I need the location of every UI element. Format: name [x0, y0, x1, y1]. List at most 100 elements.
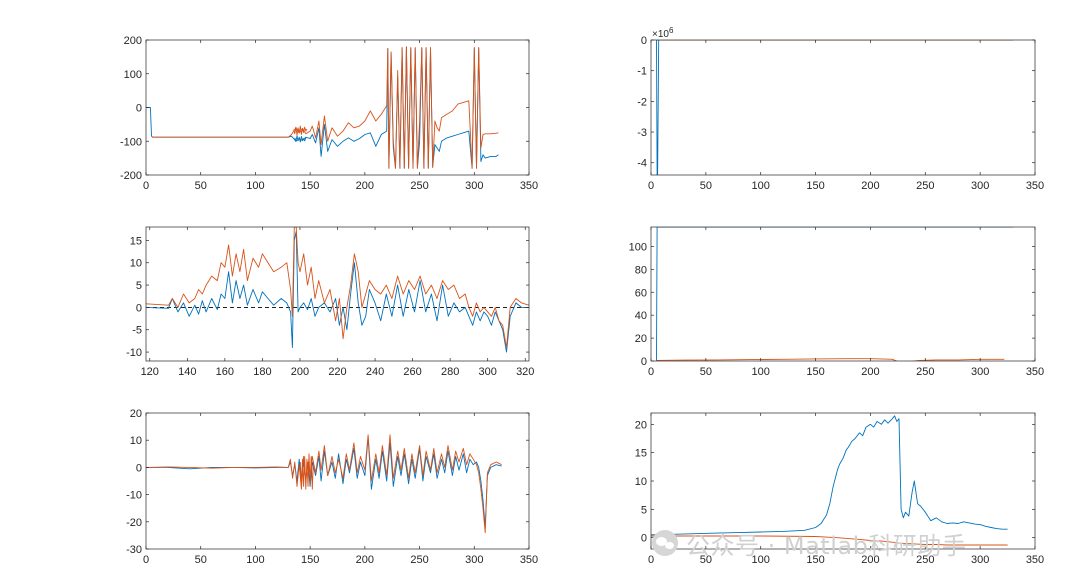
x-tick-label: 0	[648, 554, 654, 566]
x-tick-label: 300	[971, 554, 989, 566]
plot-area	[651, 413, 1035, 549]
y-tick-label: 0	[641, 35, 647, 47]
series-line-2	[146, 434, 502, 534]
series-group	[146, 434, 502, 534]
y-tick-label: -1	[637, 66, 647, 78]
series-line-3	[146, 227, 529, 349]
y-tick-label: 200	[124, 35, 142, 47]
x-tick-label: 150	[806, 554, 824, 566]
y-tick-label: 10	[635, 476, 647, 488]
y-tick-label: 15	[130, 235, 142, 247]
y-tick-label: 20	[130, 408, 142, 420]
x-tick-label: 120	[141, 366, 159, 378]
y-tick-label: -2	[637, 96, 647, 108]
series-group	[656, 40, 1014, 175]
x-tick-label: 100	[246, 180, 264, 192]
x-tick-label: 150	[301, 180, 319, 192]
x-tick-label: 180	[253, 366, 271, 378]
x-tick-label: 0	[648, 366, 654, 378]
x-tick-label: 150	[806, 366, 824, 378]
wechat-icon	[652, 530, 678, 556]
y-tick-label: -200	[120, 170, 142, 182]
y-exponent-label: ×106	[652, 26, 674, 40]
x-tick-label: 100	[752, 366, 770, 378]
y-tick-label: 100	[629, 241, 647, 253]
x-tick-label: 0	[143, 180, 149, 192]
series-group	[146, 227, 529, 353]
x-tick-label: 200	[356, 554, 374, 566]
y-tick-label: 20	[635, 419, 647, 431]
x-tick-label: 350	[1026, 554, 1044, 566]
series-line-2	[651, 535, 1008, 546]
series-line-2	[656, 358, 1005, 361]
subplot-middle-left: 120 140 160 180 200 220 240 260 280 300 320 15 10 5 0 -…	[126, 226, 534, 378]
series-line-1	[651, 415, 1008, 536]
x-tick-label: 140	[178, 366, 196, 378]
series-line-3	[299, 453, 314, 490]
x-tick-label: 350	[1026, 180, 1044, 192]
x-tick-label: 100	[752, 180, 770, 192]
plot-area	[146, 227, 529, 361]
x-tick-label: 220	[328, 366, 346, 378]
y-tick-label: 0	[641, 533, 647, 545]
x-tick-label: 300	[465, 554, 483, 566]
watermark-text: 公众号 · Matlab科研助手	[686, 531, 967, 560]
y-tick-label: 0	[641, 356, 647, 368]
axes-box	[650, 226, 1036, 362]
series-line-2	[151, 46, 499, 169]
x-tick-label: 260	[403, 366, 421, 378]
y-tick-label: 15	[635, 448, 647, 460]
x-tick-label: 50	[700, 366, 712, 378]
x-tick-label: 250	[916, 366, 934, 378]
y-tick-label: 10	[130, 435, 142, 447]
x-tick-label: 150	[301, 554, 319, 566]
x-tick-label: 300	[971, 366, 989, 378]
y-tick-label: 20	[635, 333, 647, 345]
x-tick-label: 240	[366, 366, 384, 378]
x-tick-label: 0	[648, 180, 654, 192]
plot-area	[651, 227, 1035, 361]
plot-area	[146, 413, 529, 549]
y-tick-label: 40	[635, 310, 647, 322]
y-tick-label: -20	[126, 517, 142, 529]
x-tick-label: 320	[516, 366, 534, 378]
x-tick-label: 100	[246, 554, 264, 566]
y-tick-label: 5	[136, 280, 142, 292]
series-line-1	[656, 40, 1014, 175]
series-line-1	[146, 437, 502, 528]
x-tick-label: 150	[806, 180, 824, 192]
watermark: 公众号 · Matlab科研助手	[652, 528, 967, 560]
axes-box	[145, 412, 530, 550]
plot-area	[146, 40, 529, 175]
y-tick-label: 100	[124, 69, 142, 81]
x-tick-label: 250	[410, 554, 428, 566]
subplot-top-left: 0 50 100 150 200 250 300 350 200 100 0 -100 -200	[120, 35, 538, 192]
x-tick-label: 200	[291, 366, 309, 378]
x-tick-label: 280	[441, 366, 459, 378]
x-tick-label: 350	[520, 554, 538, 566]
y-tick-label: -10	[126, 347, 142, 359]
x-tick-label: 160	[216, 366, 234, 378]
y-tick-label: 5	[641, 504, 647, 516]
x-tick-label: 200	[861, 366, 879, 378]
x-tick-label: 50	[700, 554, 712, 566]
x-tick-label: 250	[410, 180, 428, 192]
y-tick-label: 80	[635, 264, 647, 276]
x-tick-label: 50	[195, 554, 207, 566]
x-tick-label: 300	[971, 180, 989, 192]
series-line-1	[656, 227, 1014, 361]
y-tick-label: -100	[120, 136, 142, 148]
x-tick-label: 350	[1026, 366, 1044, 378]
x-tick-label: 250	[916, 180, 934, 192]
x-tick-label: 200	[861, 554, 879, 566]
x-tick-label: 200	[356, 180, 374, 192]
series-line-4	[294, 135, 307, 143]
series-group	[656, 227, 1014, 361]
x-tick-label: 200	[861, 180, 879, 192]
y-tick-label: 0	[136, 103, 142, 115]
x-tick-label: 50	[195, 180, 207, 192]
y-tick-label: -4	[637, 158, 647, 170]
